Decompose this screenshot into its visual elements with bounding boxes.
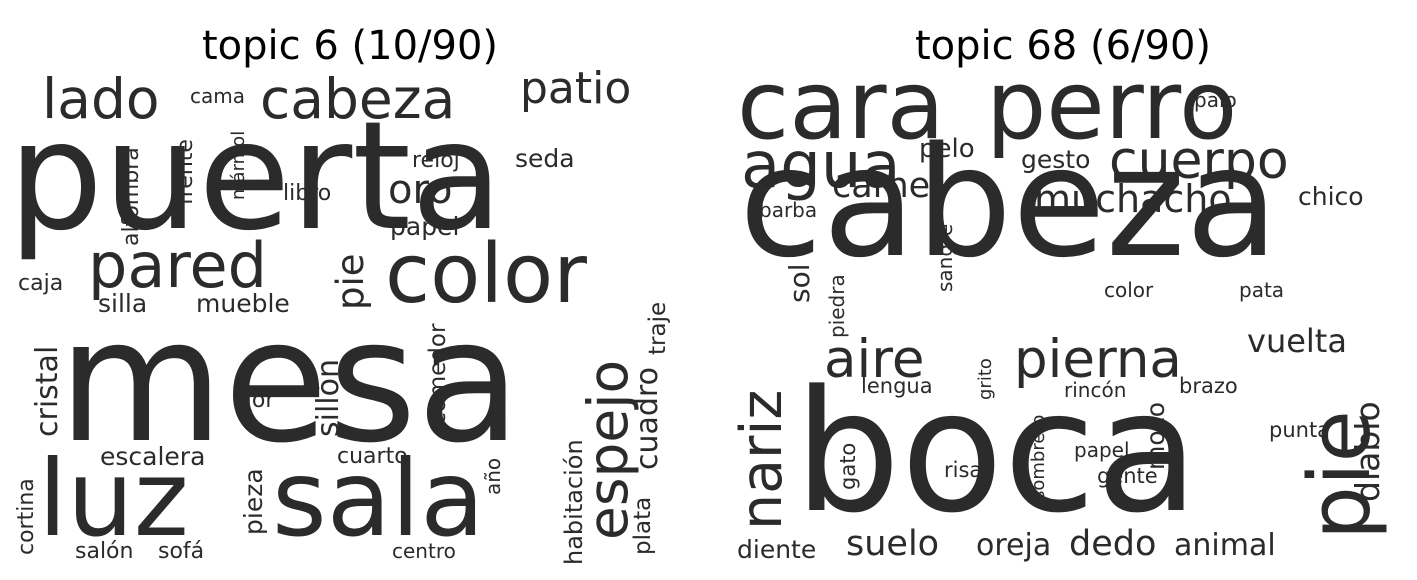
cloud-word: seda [515,144,575,173]
cloud-word: alfombra [119,147,144,246]
cloud-word: gente [1097,464,1158,488]
wordcloud-panel-topic-6: topic 6 (10/90) puerta mesa luz sala color pa… [0,0,700,580]
cloud-word: punta [1269,418,1330,442]
cloud-word: cuerpo [1109,131,1289,191]
cloud-word: patio [520,63,631,114]
cloud-word: caja [18,271,63,296]
cloud-word: piedra [825,274,849,338]
cloud-word: aire [824,329,924,390]
cloud-word: diente [737,535,816,564]
panel-title: topic 68 (6/90) [914,23,1211,69]
cloud-word: salón [75,539,133,564]
cloud-word: sol [783,264,816,304]
cloud-word: habitación [560,439,588,565]
cloud-word: pared [88,229,267,302]
cloud-word: traje [645,302,671,355]
cloud-word: color [385,227,587,322]
cloud-word: comedor [425,323,451,425]
cloud-word: barba [759,198,817,222]
cloud-word: plata [630,497,656,555]
cloud-word: chico [1298,182,1364,211]
cloud-word: muchacho [1034,177,1232,221]
cloud-word: pelo [919,134,975,164]
cloud-word: frente [173,139,198,205]
cloud-word: pieza [239,468,268,535]
wordcloud-panel-topic-68: topic 68 (6/90) cabeza boca cara perro pie ag… [709,0,1417,580]
cloud-word: pierna [1014,329,1182,390]
cloud-word: brazo [1179,374,1238,398]
cloud-word: mueble [196,289,290,318]
cloud-word: cuadro [630,367,665,470]
cloud-word: cabeza [260,67,455,131]
cloud-word: sala [272,438,485,560]
cloud-word: mozo [1141,402,1170,470]
cloud-word: cara [737,51,945,161]
cloud-word: cabeza [739,114,1279,291]
cloud-word: papel [1074,438,1130,462]
cloud-word: cortina [14,478,39,555]
cloud-word: mármol [228,131,249,200]
cloud-word: nariz [729,390,795,530]
panel-title: topic 6 (10/90) [201,23,498,69]
cloud-word: oreja [976,528,1051,563]
cloud-word: suelo [846,524,939,564]
cloud-word: rincón [1064,378,1126,402]
cloud-word: oro [388,167,453,213]
cloud-word: dedo [1069,524,1156,564]
cloud-word: palo [1194,88,1237,112]
cloud-word: cama [190,84,245,108]
cloud-word: perro [986,51,1237,161]
cloud-word: sofá [158,539,204,564]
cloud-word: grito [975,358,996,400]
cloud-word: pie [1291,410,1390,540]
cloud-word: color [1104,278,1154,302]
cloud-word: cuarto [337,444,408,469]
word-cloud: cabeza boca cara perro pie agua cuerpo aire pier… [729,51,1390,564]
cloud-word: sombrero [1028,415,1049,500]
cloud-word: vuelta [1247,322,1347,360]
cloud-word: flor [238,388,275,413]
cloud-word: pata [1239,278,1284,302]
cloud-word: boca [794,354,1199,550]
cloud-word: escalera [100,442,205,471]
cloud-word: mesa [58,283,521,481]
cloud-word: cristal [30,346,65,437]
cloud-word: gesto [1021,145,1090,174]
cloud-word: reloj [412,148,460,173]
cloud-word: puerta [8,90,503,264]
cloud-word: gato [836,443,860,490]
cloud-word: bronce [131,375,153,440]
cloud-word: espejo [576,360,640,540]
cloud-word: carne [832,166,930,206]
cloud-word: centro [392,539,456,563]
cloud-word: agua [741,129,901,203]
cloud-word: sillón [311,359,346,437]
cloud-word: diablo [1348,401,1387,502]
cloud-word: silla [98,289,147,318]
cloud-word: lengua [861,374,933,398]
cloud-word: libro [283,181,331,206]
cloud-word: lado [42,67,160,131]
cloud-word: animal [1174,528,1276,563]
cloud-word: año [481,458,505,495]
cloud-word: sangre [933,224,957,292]
cloud-word: luz [38,438,189,560]
cloud-word: pie [329,253,372,310]
cloud-word: papel [390,212,459,241]
cloud-word: risa [944,458,982,482]
